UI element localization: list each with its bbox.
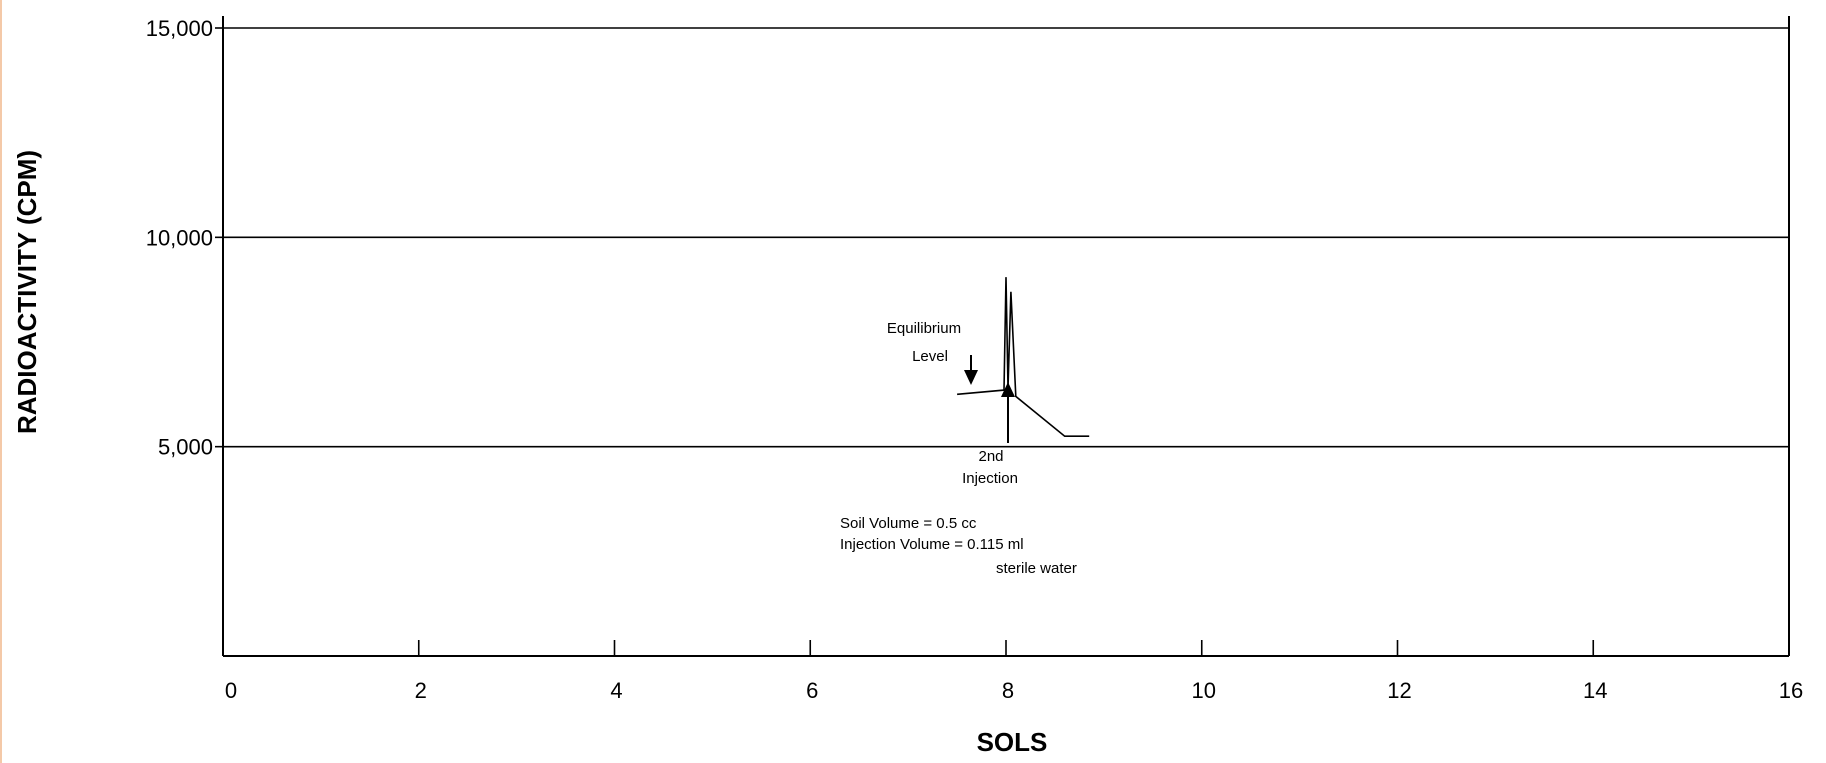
y-tick-label: 15,000 — [146, 16, 213, 41]
x-tick-label: 12 — [1387, 678, 1411, 703]
x-tick-label: 4 — [610, 678, 622, 703]
x-axis-label: SOLS — [977, 727, 1048, 757]
soil-volume-text: Soil Volume = 0.5 cc — [840, 515, 977, 532]
injection-volume-text: Injection Volume = 0.115 ml — [840, 536, 1024, 553]
x-tick-label: 2 — [415, 678, 427, 703]
series-line — [957, 277, 1090, 438]
equilibrium-label-line2: Level — [912, 348, 948, 365]
equilibrium-arrow-head — [964, 370, 978, 385]
y-tick-label: 5,000 — [158, 435, 213, 460]
grid — [223, 27, 1789, 448]
x-tick-label: 6 — [806, 678, 818, 703]
page-left-border — [0, 0, 2, 763]
volume-note: Soil Volume = 0.5 cc Injection Volume = … — [840, 515, 1077, 577]
x-ticks: 0 2 4 6 8 10 12 14 16 — [225, 640, 1803, 703]
injection-label-line1: 2nd — [978, 448, 1003, 465]
y-ticks: 5,000 10,000 15,000 — [146, 16, 223, 460]
y-tick-label: 10,000 — [146, 225, 213, 250]
equilibrium-annotation: Equilibrium Level — [887, 320, 978, 385]
series — [957, 277, 1090, 438]
y-axis-label: RADIOACTIVITY (CPM) — [12, 150, 42, 434]
equilibrium-label-line1: Equilibrium — [887, 320, 961, 337]
injection-label-line2: Injection — [962, 470, 1018, 487]
injection-arrow-head — [1001, 382, 1015, 397]
x-tick-label: 10 — [1192, 678, 1216, 703]
x-tick-label: 8 — [1002, 678, 1014, 703]
x-tick-label: 16 — [1779, 678, 1803, 703]
x-tick-label: 0 — [225, 678, 237, 703]
injection-annotation: 2nd Injection — [962, 382, 1018, 487]
x-tick-label: 14 — [1583, 678, 1607, 703]
sterile-water-text: sterile water — [996, 560, 1077, 577]
